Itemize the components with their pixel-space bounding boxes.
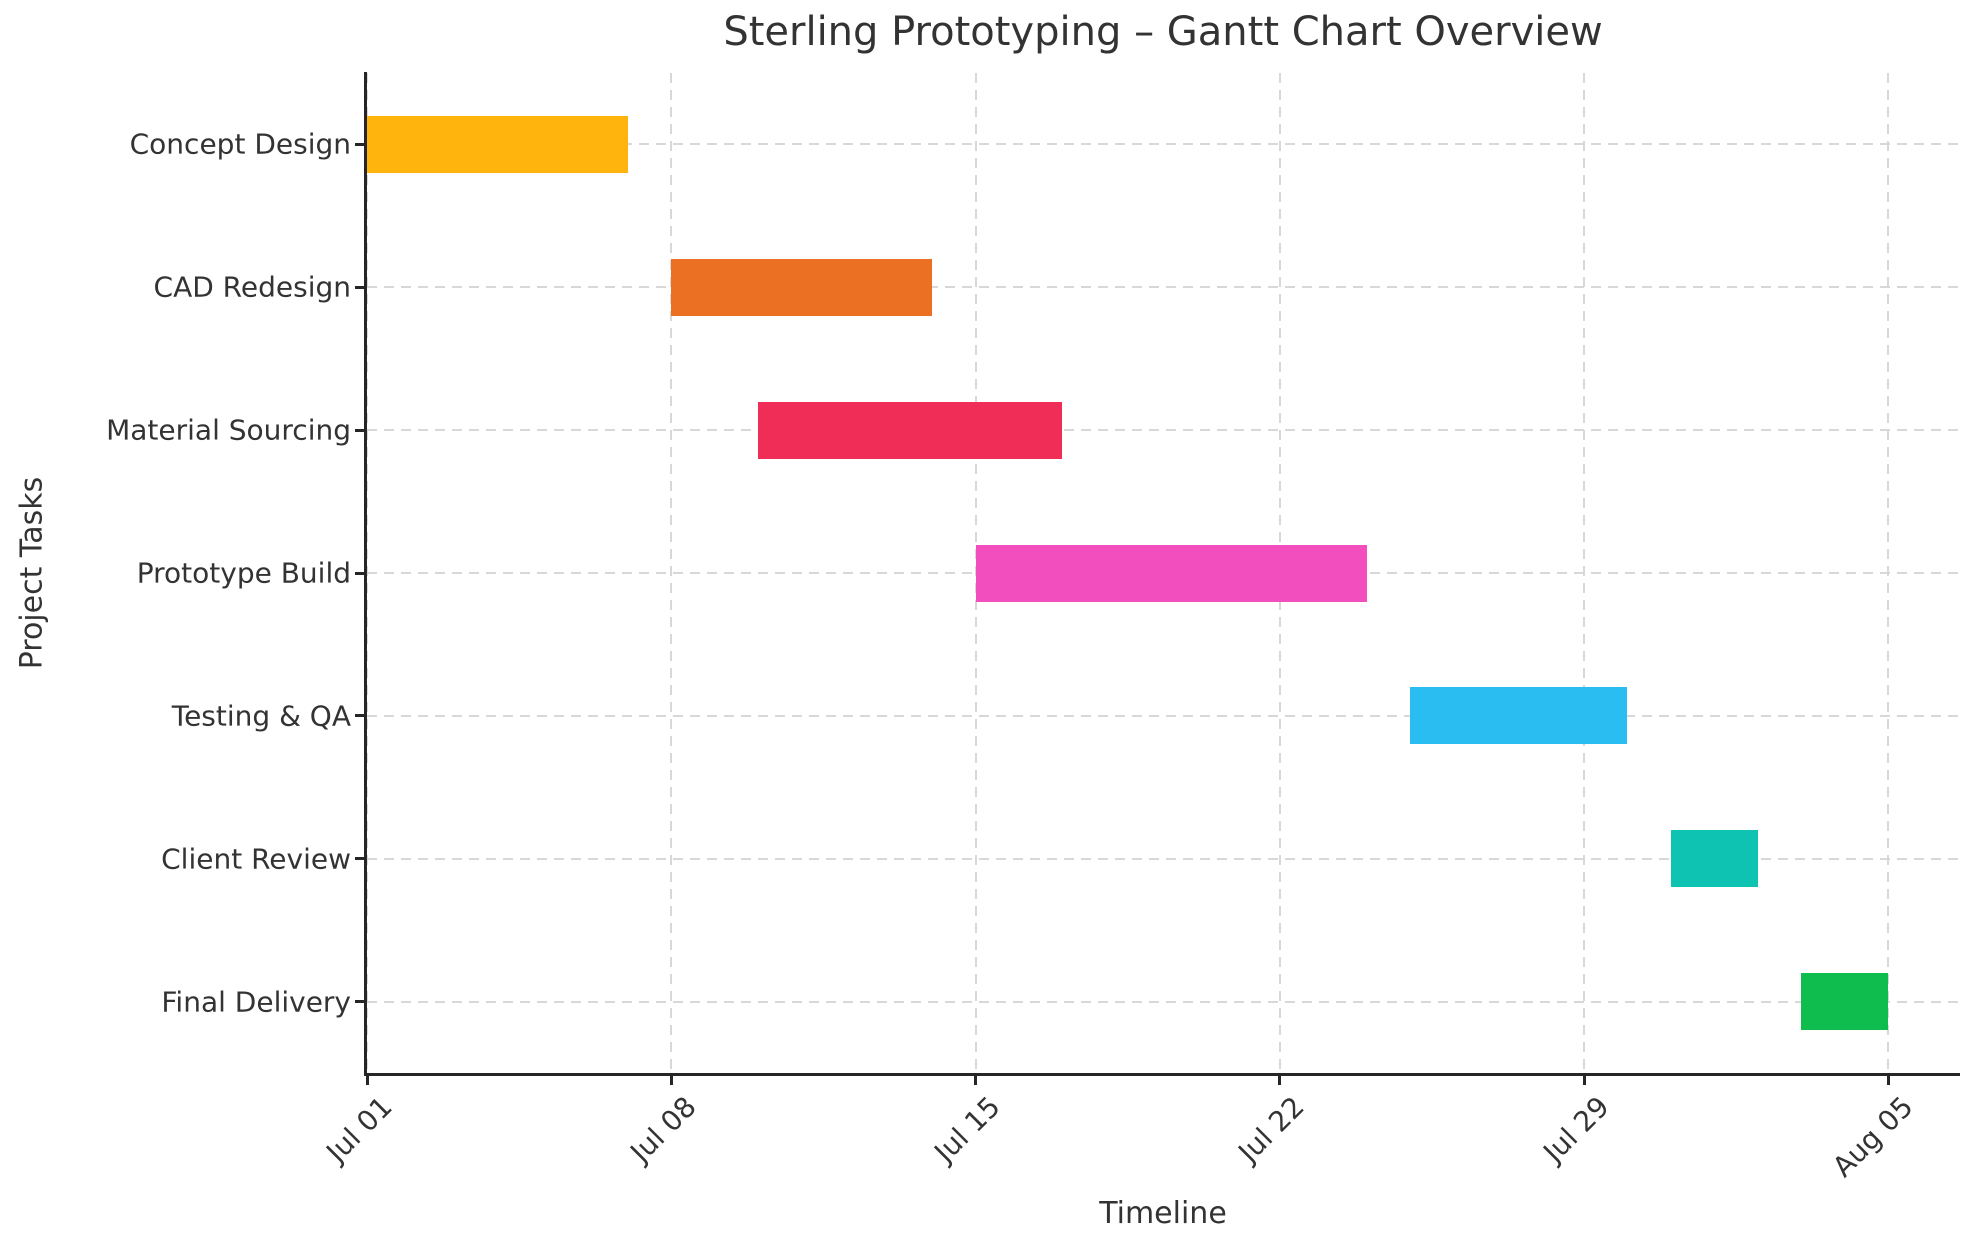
plot-area: Jul 01 Jul 08 Jul 15 Jul 22 Jul 29 Aug 05 Conc… <box>106 72 1960 1183</box>
x-tick-jul-15 <box>974 1076 977 1085</box>
gantt-bar-concept-design <box>367 115 628 173</box>
x-axis-spine <box>364 1073 1960 1076</box>
y-tick-label-final-delivery: Final Delivery <box>161 985 351 1019</box>
y-tick-label-prototype-build: Prototype Build <box>136 556 351 590</box>
chart-title: Sterling Prototyping – Gantt Chart Overv… <box>723 9 1603 55</box>
x-tick-label-jul-01: Jul 01 <box>319 1090 399 1169</box>
gantt-bar-prototype-build <box>975 544 1367 602</box>
x-tick-jul-22 <box>1278 1076 1282 1085</box>
y-axis-spine <box>364 72 367 1076</box>
y-tick-testing-qa <box>355 714 364 718</box>
y-tick-final-delivery <box>355 1000 364 1004</box>
gantt-bar-client-review <box>1670 830 1758 888</box>
gridline-horizontal-material-sourcing <box>367 429 1960 432</box>
gantt-bar-final-delivery <box>1801 973 1889 1031</box>
x-tick-jul-01 <box>365 1076 369 1085</box>
y-tick-label-testing-qa: Testing & QA <box>171 699 351 733</box>
y-tick-material-sourcing <box>355 428 364 432</box>
x-tick-label-jul-08: Jul 08 <box>623 1090 703 1169</box>
x-tick-label-jul-15: Jul 15 <box>928 1090 1007 1169</box>
y-axis-label: Project Tasks <box>14 476 50 670</box>
y-tick-label-concept-design: Concept Design <box>129 127 351 161</box>
y-tick-label-cad-redesign: CAD Redesign <box>153 270 351 304</box>
gridline-horizontal-final-delivery <box>367 1000 1960 1003</box>
gridline-horizontal-cad-redesign <box>367 286 1960 289</box>
x-tick-label-jul-22: Jul 22 <box>1232 1090 1312 1169</box>
y-tick-label-client-review: Client Review <box>161 842 351 876</box>
gridline-horizontal-client-review <box>367 857 1960 860</box>
gantt-bar-testing-qa <box>1410 687 1628 745</box>
gantt-bar-cad-redesign <box>671 258 933 316</box>
x-tick-jul-29 <box>1582 1076 1586 1085</box>
y-tick-concept-design <box>355 142 364 146</box>
x-tick-label-jul-29: Jul 29 <box>1536 1090 1616 1169</box>
x-tick-aug-05 <box>1886 1076 1890 1085</box>
y-tick-label-material-sourcing: Material Sourcing <box>106 413 351 447</box>
gantt-bar-material-sourcing <box>758 401 1063 459</box>
gridline-horizontal-concept-design <box>367 143 1960 146</box>
y-tick-prototype-build <box>355 571 364 575</box>
gridline-horizontal-testing-qa <box>367 714 1960 717</box>
x-tick-label-aug-05: Aug 05 <box>1826 1090 1920 1184</box>
y-tick-cad-redesign <box>355 285 364 289</box>
x-axis-label: Timeline <box>1099 1196 1227 1231</box>
y-tick-client-review <box>355 857 364 861</box>
x-tick-jul-08 <box>669 1076 673 1085</box>
